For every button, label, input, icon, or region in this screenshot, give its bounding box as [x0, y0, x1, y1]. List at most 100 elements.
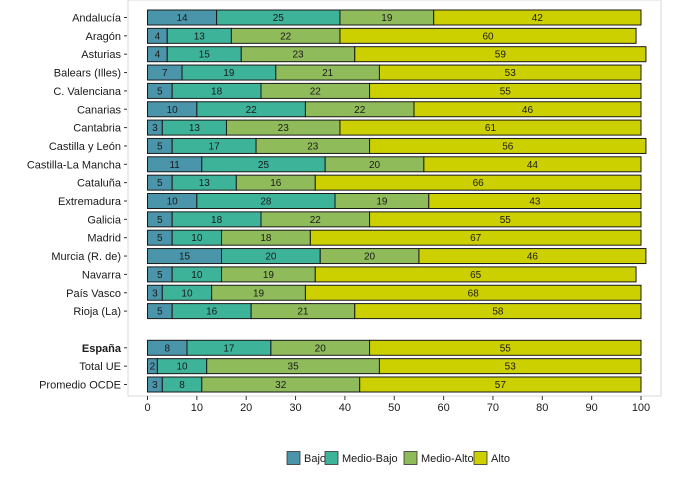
bar-pais-vasco-alto — [304, 284, 642, 301]
data-label-madrid-alto: 67 — [470, 233, 482, 244]
data-label-castilla-la-mancha-medio-bajo: 25 — [258, 160, 270, 171]
legend: Bajo Medio-Bajo Medio-Alto Alto — [286, 451, 510, 465]
category-label-total-ue: Total UE — [79, 361, 121, 373]
data-label-rioja-la-medio-alto: 21 — [297, 307, 309, 318]
x-tick-label: 50 — [388, 402, 400, 414]
category-label-castilla-y-leon: Castilla y León — [49, 141, 121, 153]
category-label-extremadura: Extremadura — [58, 196, 122, 208]
x-tick-label: 0 — [144, 402, 150, 414]
data-label-promedio-ocde-medio-bajo: 8 — [179, 380, 185, 391]
legend-label-medio-alto: Medio-Alto — [421, 453, 474, 465]
data-label-espana-alto: 55 — [500, 343, 512, 354]
data-label-promedio-ocde-bajo: 3 — [152, 380, 158, 391]
data-label-madrid-medio-bajo: 10 — [191, 233, 203, 244]
data-label-c-valenciana-medio-bajo: 18 — [211, 86, 223, 97]
category-label-espana: España — [82, 343, 122, 355]
legend-label-medio-bajo: Medio-Bajo — [342, 453, 398, 465]
data-label-murcia-r-de-alto: 46 — [527, 252, 539, 263]
data-label-asturias-medio-alto: 23 — [292, 50, 304, 61]
bar-espana-alto — [369, 339, 642, 356]
data-label-c-valenciana-medio-alto: 22 — [310, 86, 322, 97]
data-label-cataluna-medio-alto: 16 — [270, 178, 282, 189]
data-label-asturias-alto: 59 — [495, 50, 507, 61]
data-label-asturias-bajo: 4 — [155, 50, 161, 61]
data-label-aragon-alto: 60 — [482, 31, 494, 42]
data-label-espana-bajo: 8 — [164, 343, 170, 354]
bar-balears-illes-alto — [378, 64, 642, 81]
bar-andalucia-alto — [433, 9, 642, 26]
data-label-pais-vasco-medio-alto: 19 — [253, 288, 265, 299]
data-label-canarias-bajo: 10 — [167, 105, 179, 116]
x-tick-label: 80 — [536, 402, 548, 414]
legend-label-alto: Alto — [491, 453, 510, 465]
x-tick-label: 10 — [191, 402, 203, 414]
category-label-rioja-la: Rioja (La) — [73, 306, 121, 318]
data-label-canarias-alto: 46 — [522, 105, 534, 116]
data-label-murcia-r-de-medio-alto: 20 — [364, 252, 376, 263]
legend-swatch-bajo — [286, 451, 301, 465]
data-label-castilla-la-mancha-bajo: 11 — [169, 160, 180, 171]
data-label-madrid-medio-alto: 18 — [260, 233, 272, 244]
category-label-navarra: Navarra — [82, 269, 122, 281]
data-label-murcia-r-de-medio-bajo: 20 — [265, 252, 277, 263]
bar-c-valenciana-alto — [369, 82, 642, 99]
data-label-cantabria-alto: 61 — [485, 123, 497, 134]
data-label-cantabria-bajo: 3 — [152, 123, 158, 134]
data-label-extremadura-alto: 43 — [529, 197, 541, 208]
bar-madrid-alto — [309, 229, 642, 246]
legend-swatch-alto — [473, 451, 488, 465]
data-label-rioja-la-alto: 58 — [492, 307, 504, 318]
category-label-pais-vasco: País Vasco — [66, 288, 121, 300]
bar-asturias-alto — [354, 46, 647, 63]
data-label-navarra-bajo: 5 — [157, 270, 163, 281]
data-label-espana-medio-alto: 20 — [315, 343, 327, 354]
data-label-rioja-la-bajo: 5 — [157, 307, 163, 318]
data-label-galicia-alto: 55 — [500, 215, 512, 226]
data-label-castilla-y-leon-alto: 56 — [502, 141, 514, 152]
data-label-galicia-medio-alto: 22 — [310, 215, 322, 226]
category-label-galicia: Galicia — [87, 214, 122, 226]
bar-extremadura-alto — [428, 193, 642, 209]
category-label-canarias: Canarias — [77, 104, 122, 116]
bar-galicia-alto — [369, 211, 642, 228]
data-label-total-ue-medio-alto: 35 — [288, 362, 300, 373]
bar-cantabria-alto — [339, 119, 642, 136]
data-label-galicia-medio-bajo: 18 — [211, 215, 223, 226]
data-label-balears-illes-medio-bajo: 19 — [223, 68, 235, 79]
data-label-navarra-medio-alto: 19 — [263, 270, 275, 281]
category-label-castilla-la-mancha: Castilla-La Mancha — [27, 159, 122, 171]
bar-navarra-alto — [314, 266, 637, 283]
bar-murcia-r-de-alto — [418, 248, 647, 265]
data-label-total-ue-bajo: 2 — [150, 362, 156, 373]
data-label-canarias-medio-bajo: 22 — [246, 105, 258, 116]
x-tick-label: 30 — [289, 402, 301, 414]
data-label-c-valenciana-alto: 55 — [500, 86, 512, 97]
data-label-aragon-medio-bajo: 13 — [194, 31, 206, 42]
data-label-aragon-medio-alto: 22 — [280, 31, 292, 42]
data-label-pais-vasco-medio-bajo: 10 — [181, 288, 193, 299]
data-label-castilla-y-leon-medio-alto: 23 — [307, 141, 319, 152]
data-label-andalucia-medio-bajo: 25 — [273, 13, 285, 24]
data-label-aragon-bajo: 4 — [155, 31, 161, 42]
data-label-madrid-bajo: 5 — [157, 233, 163, 244]
x-tick-label: 40 — [339, 402, 351, 414]
x-tick-label: 90 — [586, 402, 598, 414]
bar-promedio-ocde-alto — [359, 376, 642, 393]
legend-swatch-medio-alto — [403, 451, 418, 465]
data-label-extremadura-medio-bajo: 28 — [260, 197, 272, 208]
data-label-navarra-medio-bajo: 10 — [191, 270, 203, 281]
data-label-espana-medio-bajo: 17 — [223, 343, 235, 354]
data-label-castilla-y-leon-medio-bajo: 17 — [209, 141, 221, 152]
bar-rioja-la-alto — [354, 303, 642, 320]
x-tick-label: 70 — [487, 402, 499, 414]
data-label-total-ue-medio-bajo: 10 — [176, 362, 188, 373]
legend-swatch-medio-bajo — [324, 451, 339, 465]
bar-canarias-alto — [413, 101, 642, 118]
category-label-murcia-r-de: Murcia (R. de) — [51, 251, 121, 263]
data-label-promedio-ocde-alto: 57 — [495, 380, 507, 391]
category-label-aragon: Aragón — [86, 31, 121, 43]
data-label-rioja-la-medio-bajo: 16 — [206, 307, 218, 318]
data-label-andalucia-alto: 42 — [532, 13, 544, 24]
